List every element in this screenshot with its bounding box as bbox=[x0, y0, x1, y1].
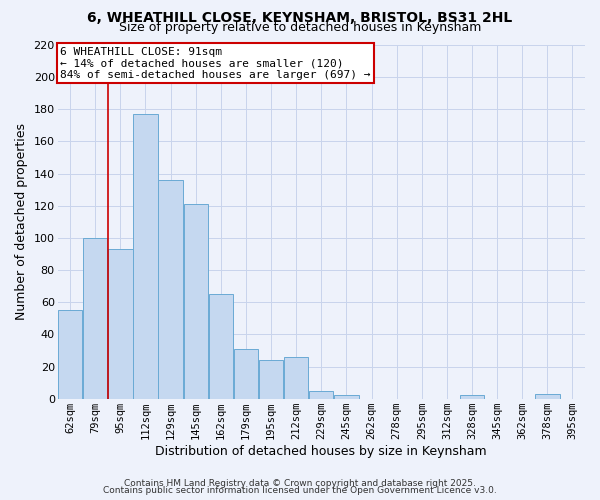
X-axis label: Distribution of detached houses by size in Keynsham: Distribution of detached houses by size … bbox=[155, 444, 487, 458]
Text: Contains HM Land Registry data © Crown copyright and database right 2025.: Contains HM Land Registry data © Crown c… bbox=[124, 478, 476, 488]
Text: 6, WHEATHILL CLOSE, KEYNSHAM, BRISTOL, BS31 2HL: 6, WHEATHILL CLOSE, KEYNSHAM, BRISTOL, B… bbox=[88, 11, 512, 25]
Bar bbox=[460, 396, 484, 398]
Bar bbox=[158, 180, 183, 398]
Bar bbox=[133, 114, 158, 399]
Bar bbox=[184, 204, 208, 398]
Text: Size of property relative to detached houses in Keynsham: Size of property relative to detached ho… bbox=[119, 21, 481, 34]
Text: Contains public sector information licensed under the Open Government Licence v3: Contains public sector information licen… bbox=[103, 486, 497, 495]
Text: 6 WHEATHILL CLOSE: 91sqm
← 14% of detached houses are smaller (120)
84% of semi-: 6 WHEATHILL CLOSE: 91sqm ← 14% of detach… bbox=[60, 47, 371, 80]
Bar bbox=[108, 249, 133, 398]
Bar bbox=[309, 390, 334, 398]
Bar bbox=[83, 238, 107, 398]
Y-axis label: Number of detached properties: Number of detached properties bbox=[15, 124, 28, 320]
Bar bbox=[58, 310, 82, 398]
Bar bbox=[535, 394, 560, 398]
Bar bbox=[234, 349, 258, 399]
Bar bbox=[259, 360, 283, 399]
Bar bbox=[284, 357, 308, 399]
Bar bbox=[334, 396, 359, 398]
Bar bbox=[209, 294, 233, 399]
